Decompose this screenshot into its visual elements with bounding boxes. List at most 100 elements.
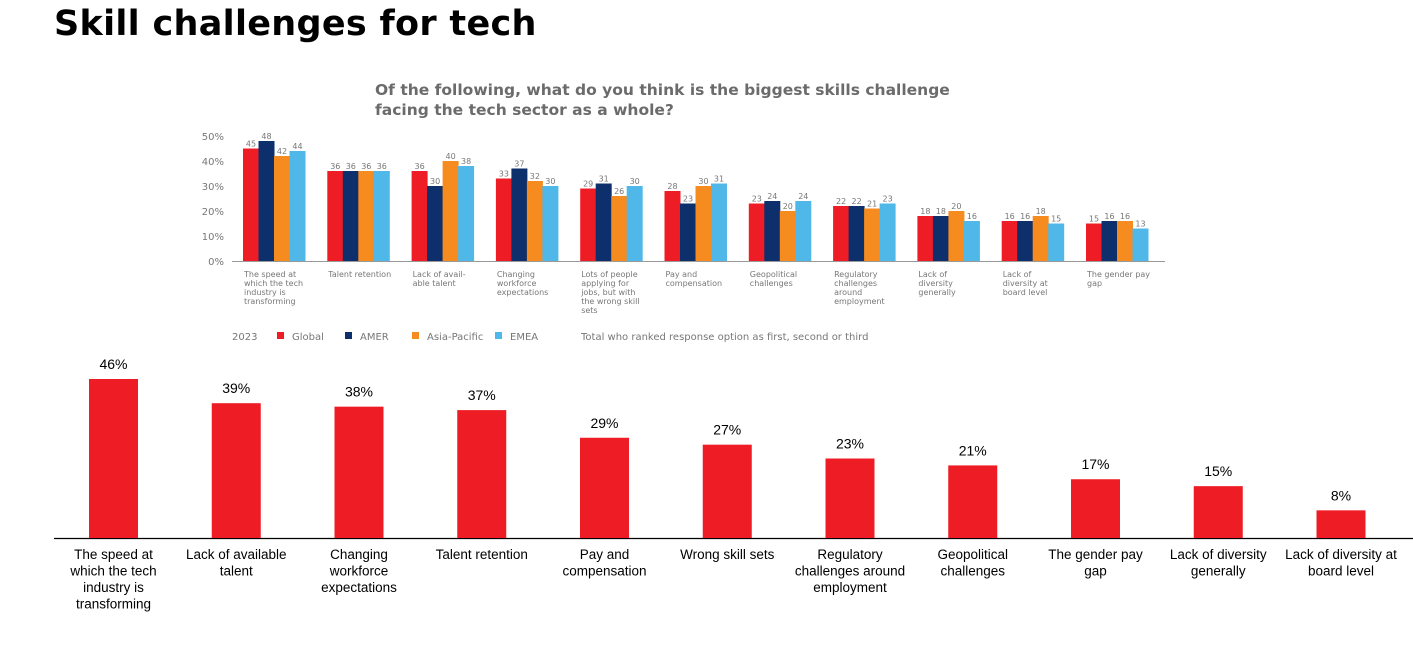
bar: [1071, 479, 1120, 538]
category-label: Lack of: [918, 270, 947, 279]
bar-value-label: 36: [330, 162, 340, 171]
bar-value-label: 30: [430, 177, 440, 186]
bar-value-label: 46%: [99, 356, 127, 372]
bar-value-label: 23: [683, 195, 693, 204]
bar-emea: [963, 221, 980, 261]
category-label: workforce: [329, 564, 389, 579]
bar: [702, 444, 752, 538]
category-label: Geopolitical: [750, 270, 797, 279]
bar-amer: [258, 141, 275, 261]
legend-swatch: [412, 332, 419, 339]
bar-value-label: 33: [499, 170, 509, 179]
bar-amer: [1101, 221, 1118, 261]
bar-value-label: 39%: [222, 380, 250, 396]
y-tick-label: 10%: [202, 232, 224, 243]
bar-value-label: 24: [767, 192, 777, 201]
bar: [334, 406, 384, 538]
y-tick-label: 30%: [202, 182, 224, 193]
bar-global: [917, 216, 934, 261]
category-label: generally: [918, 288, 956, 297]
bar-value-label: 23: [883, 195, 893, 204]
bar-value-label: 15%: [1204, 463, 1232, 479]
category-label: Wrong skill sets: [680, 547, 775, 562]
category-label: workforce: [497, 279, 537, 288]
legend-label: EMEA: [510, 332, 538, 343]
bar-value-label: 22: [852, 197, 862, 206]
bar-amer: [595, 183, 612, 261]
category-label: Lack of available: [186, 547, 287, 562]
bar-value-label: 40: [446, 152, 456, 161]
category-label: compensation: [562, 564, 646, 579]
bar: [211, 403, 261, 538]
chart-title-line: facing the tech sector as a whole?: [375, 101, 674, 119]
bar-amer: [342, 171, 359, 261]
bar-value-label: 36: [377, 162, 387, 171]
category-label: Changing: [330, 547, 388, 562]
category-label: diversity: [918, 279, 953, 288]
bar-asia-pacific: [779, 211, 796, 261]
bar-emea: [373, 171, 390, 261]
category-label: gap: [1084, 564, 1107, 579]
category-label: Pay and: [666, 270, 698, 279]
bar-value-label: 23: [752, 195, 762, 204]
category-label: generally: [1191, 564, 1246, 579]
bar-emea: [795, 201, 812, 261]
category-label: Regulatory: [817, 547, 883, 562]
bar-value-label: 38%: [345, 384, 373, 400]
bar-emea: [542, 186, 559, 261]
category-label: board level: [1003, 288, 1048, 297]
legend-swatch: [495, 332, 502, 339]
bar-emea: [711, 183, 727, 261]
category-label: diversity at: [1003, 279, 1048, 288]
bar-emea: [1132, 228, 1149, 261]
legend-note: Total who ranked response option as firs…: [580, 332, 868, 343]
bar-value-label: 29%: [590, 415, 618, 431]
category-label: gap: [1087, 279, 1102, 288]
bar-amer: [427, 186, 444, 261]
chart-title: Of the following, what do you think is t…: [375, 80, 995, 120]
bar-asia-pacific: [1032, 216, 1049, 261]
bar-emea: [1048, 223, 1065, 261]
bar: [457, 410, 507, 538]
bar-amer: [511, 168, 528, 261]
bar-amer: [932, 216, 949, 261]
category-label: applying for: [581, 279, 630, 288]
bar-value-label: 8%: [1331, 487, 1351, 503]
bar-value-label: 31: [714, 175, 724, 184]
bar-value-label: 30: [545, 177, 555, 186]
category-label: industry is: [244, 288, 286, 297]
bar-value-label: 27%: [713, 422, 741, 438]
bar-value-label: 30: [630, 177, 640, 186]
bar-value-label: 16: [1120, 212, 1130, 221]
bar-value-label: 16: [1005, 212, 1015, 221]
bar-emea: [626, 186, 643, 261]
bar-global: [833, 206, 850, 261]
bar-value-label: 36: [361, 162, 371, 171]
bar-amer: [848, 206, 865, 261]
bar-global: [495, 178, 512, 261]
bar-value-label: 18: [936, 207, 946, 216]
bar-global: [411, 171, 428, 261]
bar-value-label: 30: [698, 177, 708, 186]
category-label: compensation: [666, 279, 723, 288]
category-label: Lack of: [1003, 270, 1032, 279]
category-label: The gender pay: [1048, 547, 1143, 562]
category-label: challenges: [940, 564, 1005, 579]
category-label: Lack of diversity at: [1285, 547, 1397, 562]
category-label: industry is: [83, 580, 144, 595]
bar-asia-pacific: [1117, 221, 1133, 261]
bar-value-label: 18: [1036, 207, 1046, 216]
bar: [1316, 510, 1366, 538]
bar-value-label: 45: [246, 140, 256, 149]
bar-value-label: 15: [1089, 215, 1099, 224]
bar-value-label: 21: [867, 200, 877, 209]
y-tick-label: 0%: [208, 257, 224, 268]
bar-asia-pacific: [864, 208, 881, 261]
bar-asia-pacific: [442, 161, 459, 261]
bar-emea: [289, 151, 306, 261]
bar: [580, 437, 629, 538]
bar-value-label: 18: [920, 207, 930, 216]
category-label: challenges around: [795, 564, 905, 579]
category-label: employment: [813, 580, 887, 595]
bar-value-label: 37%: [468, 387, 496, 403]
